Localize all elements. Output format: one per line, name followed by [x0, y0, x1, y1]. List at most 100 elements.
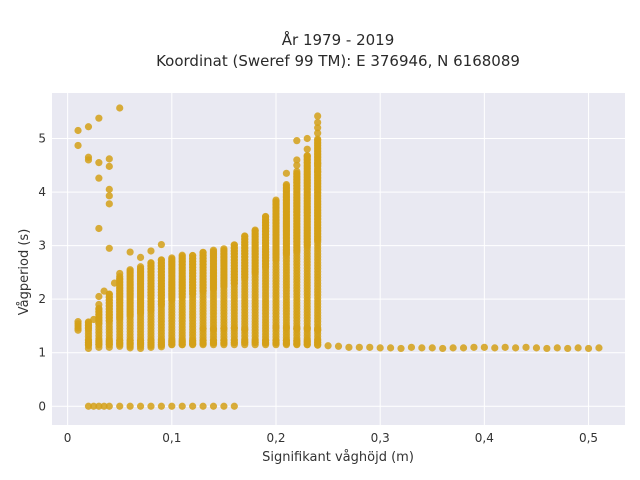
data-point [459, 344, 468, 352]
data-point [95, 159, 103, 167]
data-point [147, 336, 155, 344]
data-point [136, 336, 145, 344]
data-point [241, 336, 249, 344]
data-point [147, 259, 155, 267]
y-axis-title: Vågperiod (s) [17, 229, 32, 316]
plot-background [52, 93, 625, 425]
data-point [105, 155, 113, 163]
y-tick-label: 2 [38, 292, 46, 306]
data-point [355, 343, 363, 351]
data-point [136, 344, 145, 353]
data-point [95, 174, 103, 182]
data-point [168, 336, 176, 344]
data-point [116, 336, 124, 344]
data-point [418, 344, 426, 352]
data-point [293, 325, 301, 333]
data-point [199, 402, 207, 410]
data-point [251, 227, 259, 235]
data-point [543, 344, 551, 353]
x-axis-title: Signifikant våghöjd (m) [262, 450, 414, 465]
data-point [147, 343, 155, 351]
data-point [314, 136, 322, 144]
data-point [209, 402, 218, 410]
data-point [324, 342, 332, 350]
data-point [553, 344, 561, 352]
data-point [100, 287, 108, 295]
data-point [407, 343, 416, 351]
data-point [261, 336, 270, 344]
data-point [564, 344, 572, 353]
data-point [189, 336, 197, 344]
y-tick-label: 3 [38, 239, 46, 253]
data-point [84, 402, 93, 410]
data-point [95, 300, 103, 309]
data-point [90, 315, 98, 324]
data-point [314, 326, 322, 334]
data-point [100, 402, 108, 410]
data-point [334, 342, 343, 350]
x-tick-label: 0,3 [371, 431, 390, 445]
data-point [209, 336, 218, 344]
x-tick-label: 0,1 [162, 431, 181, 445]
x-tick-label: 0 [64, 431, 72, 445]
data-point [314, 336, 322, 344]
data-point [157, 336, 165, 344]
data-point [230, 324, 238, 332]
data-point [241, 232, 249, 241]
data-point [584, 344, 593, 353]
y-tick-label: 1 [38, 346, 46, 360]
data-point [84, 336, 93, 344]
data-point [314, 129, 322, 137]
data-point [491, 344, 499, 352]
data-point [189, 251, 197, 260]
data-point [480, 343, 488, 351]
data-point [272, 323, 280, 331]
data-point [241, 325, 249, 333]
data-point [84, 123, 93, 131]
data-point [293, 161, 301, 169]
data-point [105, 162, 113, 170]
data-point [189, 402, 197, 410]
data-point [282, 336, 291, 344]
data-point [74, 126, 82, 135]
data-point [105, 336, 113, 344]
data-point [501, 343, 509, 351]
data-point [230, 402, 238, 410]
data-point [84, 156, 93, 164]
data-point [230, 336, 238, 344]
data-point [230, 241, 238, 249]
data-point [126, 336, 134, 344]
data-point [220, 325, 228, 333]
data-point [293, 137, 301, 145]
data-point [282, 323, 291, 332]
data-point [126, 248, 134, 256]
data-point [314, 124, 322, 132]
data-point [209, 325, 218, 333]
data-point [470, 343, 478, 351]
x-tick-label: 0,2 [266, 431, 285, 445]
chart-title-line-2: Koordinat (Sweref 99 TM): E 376946, N 61… [156, 52, 520, 70]
data-point [116, 104, 124, 112]
data-point [95, 114, 103, 122]
data-point [74, 326, 82, 334]
data-point [136, 402, 145, 410]
data-point [74, 141, 82, 150]
y-tick-label: 0 [38, 399, 46, 413]
data-point [147, 247, 155, 255]
data-point [220, 336, 228, 344]
data-point [178, 251, 186, 259]
data-point [126, 402, 134, 410]
data-point [272, 196, 280, 204]
data-point [314, 160, 322, 168]
data-point [90, 402, 98, 410]
data-point [261, 213, 270, 221]
data-point [95, 224, 103, 233]
data-point [178, 336, 186, 344]
data-point [157, 240, 165, 249]
data-point [303, 336, 311, 344]
data-point [282, 182, 291, 190]
x-tick-label: 0,4 [475, 431, 494, 445]
data-point [178, 402, 186, 410]
data-point [199, 336, 207, 344]
